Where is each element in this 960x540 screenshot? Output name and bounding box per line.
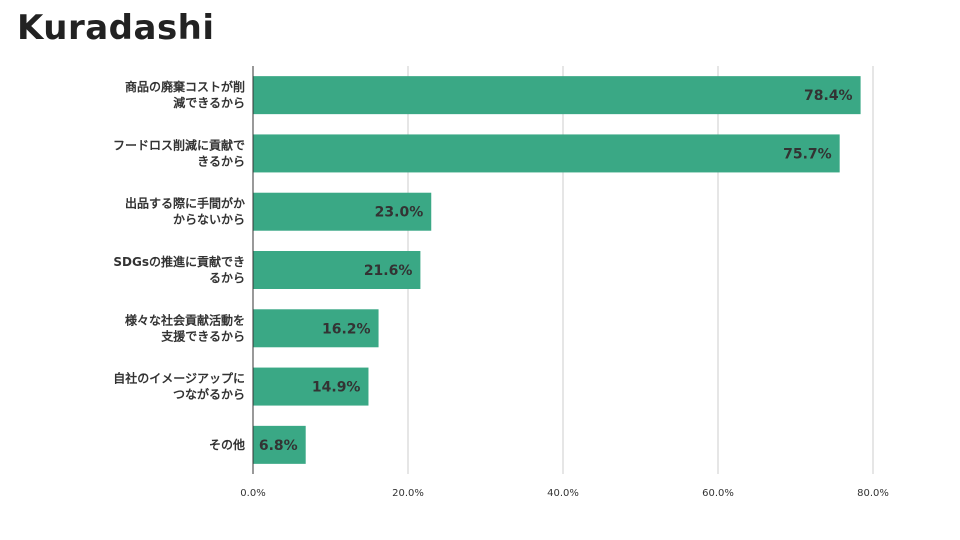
- bar-value-label: 16.2%: [322, 321, 371, 337]
- category-label: SDGsの推進に貢献できるから: [113, 254, 245, 285]
- x-tick-label: 20.0%: [392, 488, 424, 499]
- x-tick-label: 0.0%: [240, 488, 265, 499]
- x-tick-label: 40.0%: [547, 488, 579, 499]
- bar-value-label: 21.6%: [364, 263, 413, 279]
- bar-value-label: 14.9%: [312, 380, 361, 396]
- bar-value-label: 6.8%: [259, 438, 298, 454]
- bar: [253, 76, 861, 115]
- category-labels: 商品の廃棄コストが削減できるからフードロス削減に貢献できるから出品する際に手間が…: [113, 79, 245, 452]
- category-label: その他: [209, 437, 245, 452]
- bar: [253, 425, 306, 464]
- x-axis-ticks: 0.0% 20.0% 40.0% 60.0% 80.0%: [240, 488, 889, 499]
- brand-logo: Kuradashi: [17, 8, 215, 48]
- bar-value-label: 23.0%: [375, 205, 424, 221]
- brand-logo-text: Kuradashi: [17, 8, 215, 48]
- category-label: 自社のイメージアップにつながるから: [113, 371, 245, 402]
- x-tick-label: 60.0%: [702, 488, 734, 499]
- category-label: 商品の廃棄コストが削減できるから: [125, 79, 245, 110]
- category-label: フードロス削減に貢献できるから: [113, 137, 245, 168]
- category-label: 様々な社会貢献活動を支援できるから: [125, 312, 245, 343]
- bar: [253, 134, 840, 173]
- x-tick-label: 80.0%: [857, 488, 889, 499]
- category-label: 出品する際に手間がかからないから: [125, 196, 245, 227]
- grid-lines: [407, 66, 874, 474]
- bar: [253, 367, 369, 406]
- bar-value-label: 78.4%: [804, 88, 853, 104]
- bar: [253, 309, 379, 348]
- bar: [253, 251, 421, 289]
- bars: 78.4% 75.7% 23.0% 21.6% 16.2% 14.9% 6.8%: [253, 76, 861, 464]
- bar-value-label: 75.7%: [783, 146, 832, 162]
- bar: [253, 192, 432, 231]
